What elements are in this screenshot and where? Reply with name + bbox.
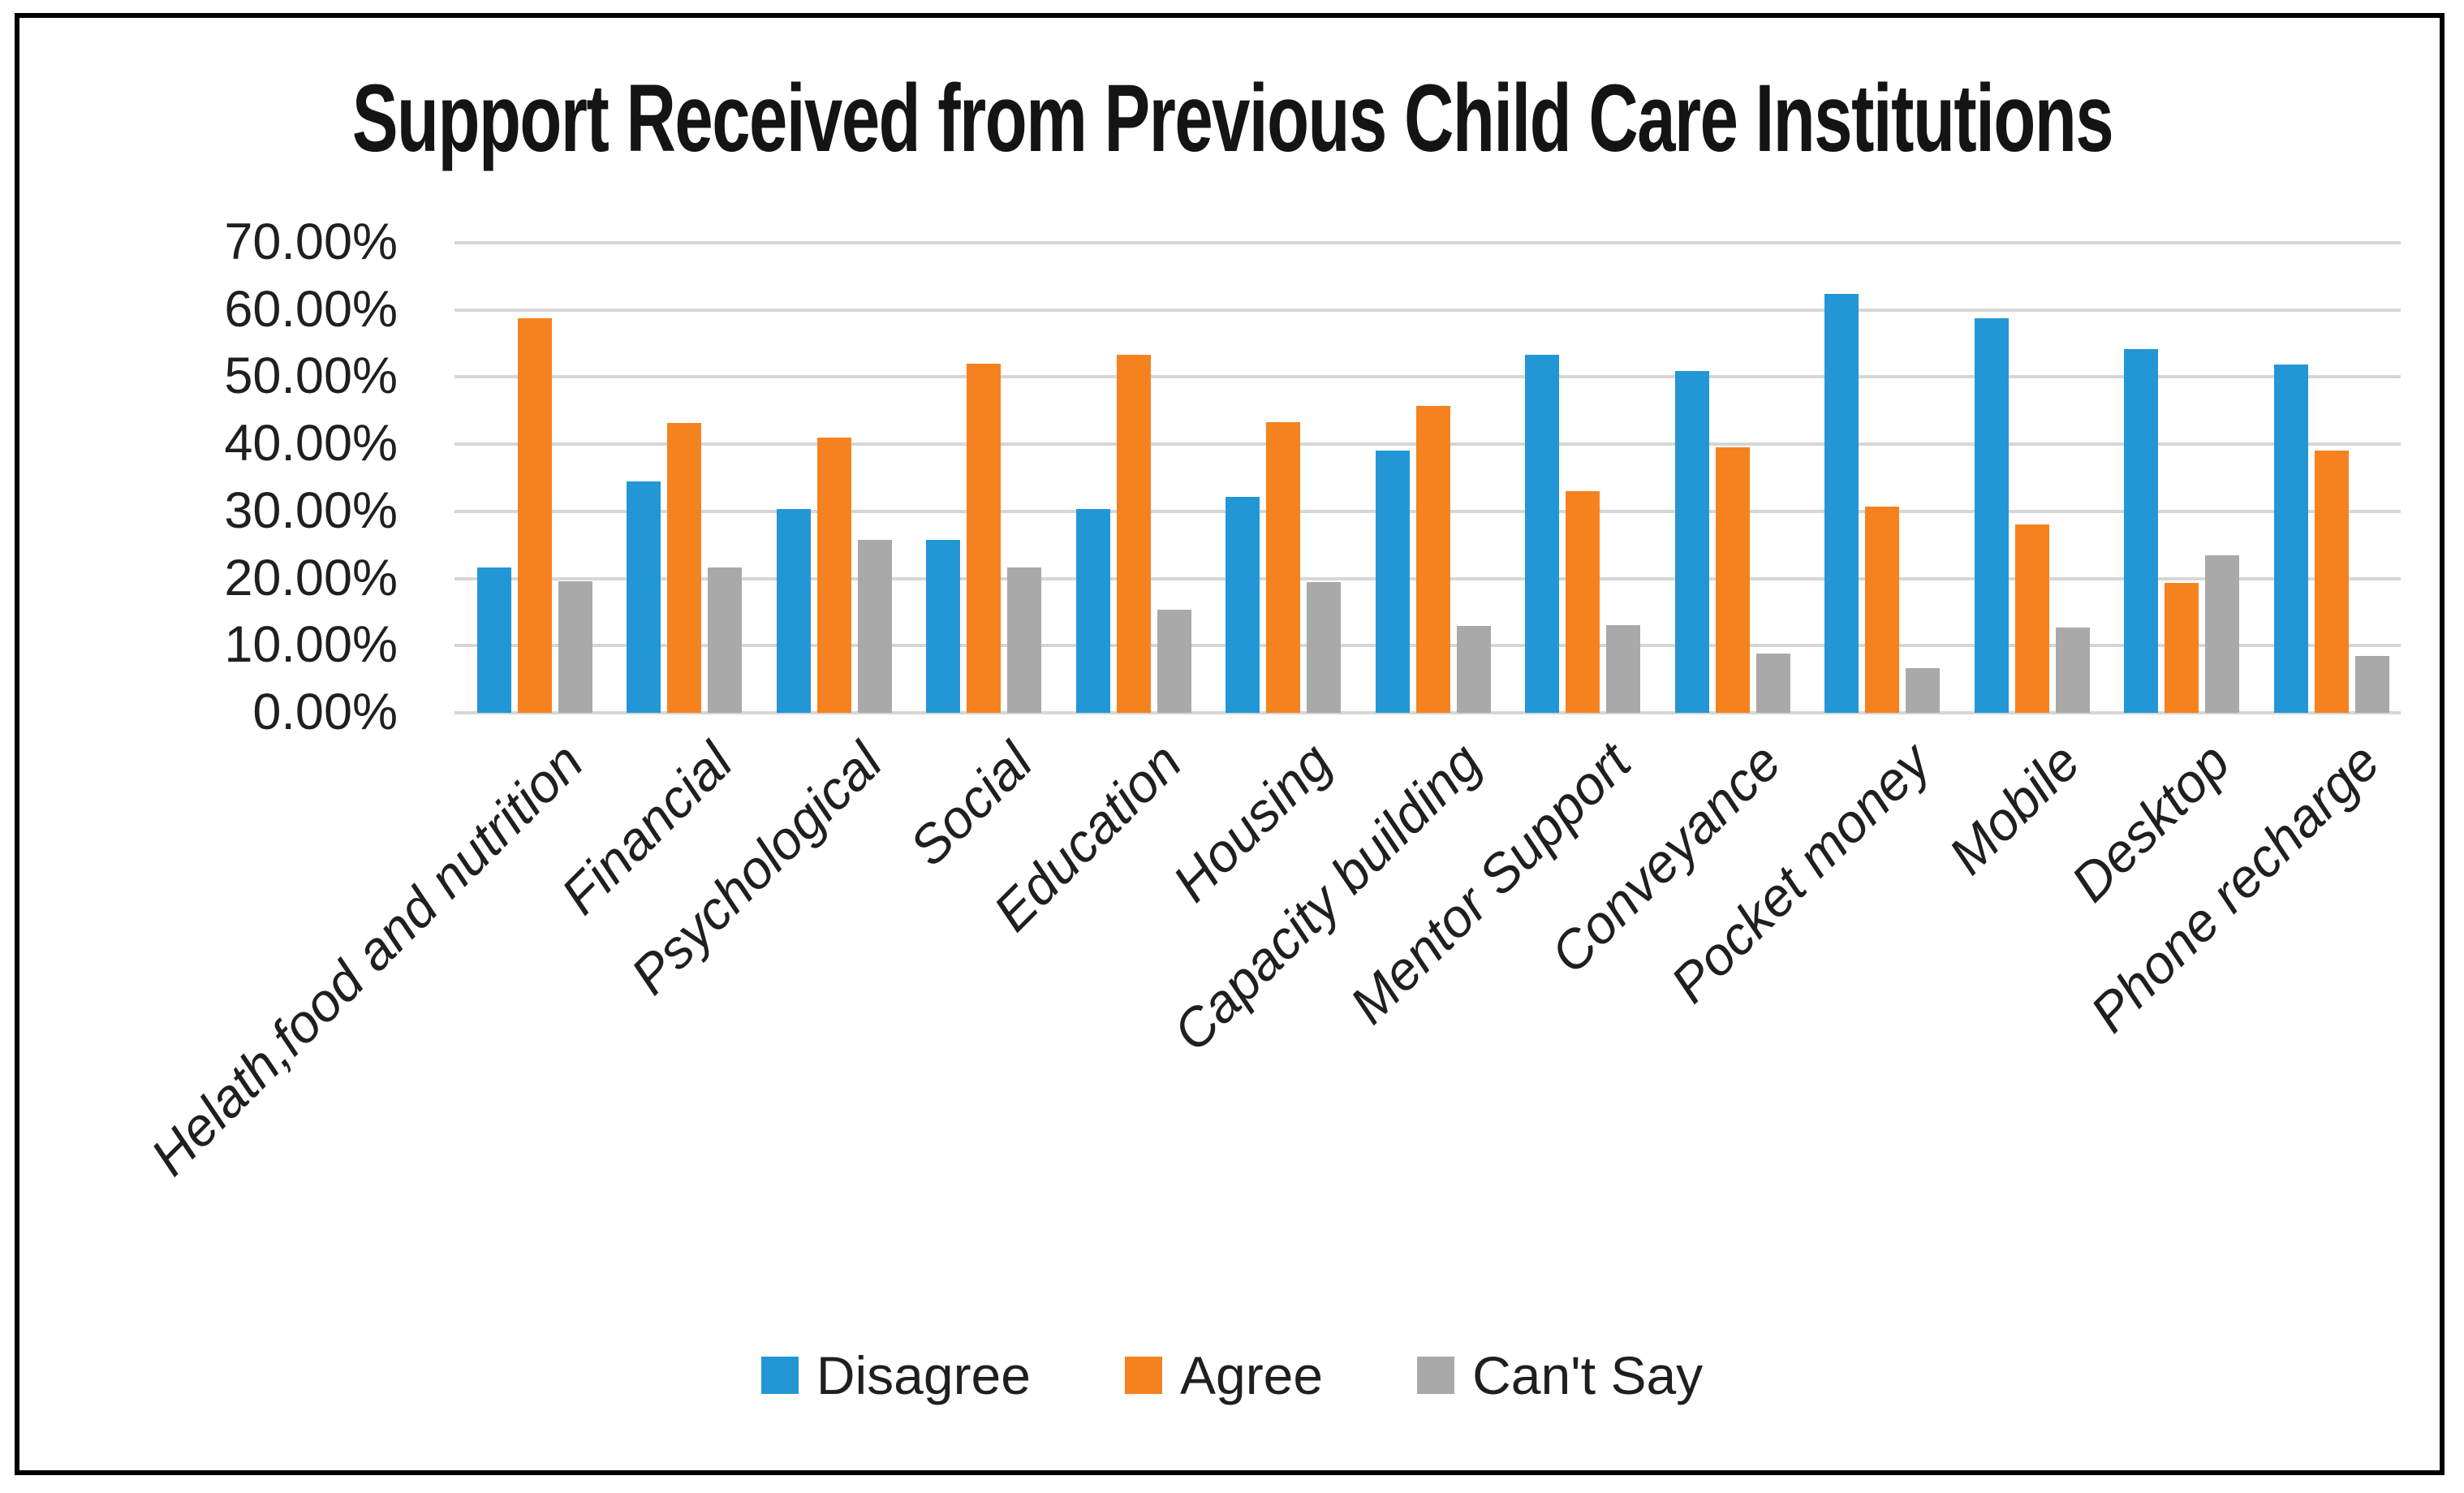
legend-label: Agree (1179, 1345, 1324, 1405)
bar-disagree-mentor-support (1525, 355, 1560, 713)
gridline-60 (454, 308, 2401, 312)
bar-can-t-say-mobile (2055, 627, 2090, 713)
bar-disagree-capacity-building (1375, 450, 1410, 713)
bar-can-t-say-conveyance (1755, 654, 1790, 713)
bar-agree-mentor-support (1566, 491, 1600, 713)
gridline-70 (454, 241, 2401, 244)
figure-border (15, 13, 2445, 1475)
legend-label: Can't Say (1472, 1345, 1704, 1405)
bar-disagree-education (1075, 508, 1110, 713)
bar-can-t-say-mentor-support (1606, 625, 1641, 713)
gridline-0 (454, 711, 2401, 714)
x-axis-label-text: Pocket money (1659, 731, 1942, 1014)
bar-disagree-helath-food-and-nutrition (477, 567, 511, 713)
bar-can-t-say-financial (708, 567, 743, 713)
bar-can-t-say-psychological (857, 539, 892, 713)
bar-agree-social (967, 363, 1002, 713)
bar-agree-desktop (2165, 582, 2199, 713)
legend-swatch-icon (760, 1357, 799, 1394)
bar-can-t-say-helath-food-and-nutrition (558, 580, 592, 713)
x-axis-label-text: Helath,food and nutrition (139, 731, 595, 1187)
bar-agree-capacity-building (1415, 405, 1450, 713)
bar-can-t-say-capacity-building (1456, 626, 1491, 713)
bar-agree-conveyance (1715, 447, 1750, 713)
y-axis-label-20: 20.00% (224, 549, 398, 606)
legend-swatch-icon (1124, 1357, 1162, 1394)
bar-agree-pocket-money (1865, 507, 1900, 713)
gridline-50 (454, 375, 2401, 379)
chart-title-text: Support Received from Previous Child Car… (351, 65, 2113, 172)
bar-can-t-say-desktop (2205, 554, 2240, 713)
bar-agree-psychological (816, 437, 851, 713)
legend-entry-disagree: Disagree (760, 1344, 1031, 1406)
bar-disagree-conveyance (1674, 370, 1709, 713)
bar-can-t-say-pocket-money (1906, 668, 1941, 713)
bar-disagree-desktop (2124, 348, 2159, 713)
bar-disagree-housing (1226, 496, 1260, 713)
bar-disagree-psychological (776, 508, 811, 713)
bar-disagree-financial (627, 481, 661, 713)
y-axis-label-70: 70.00% (224, 214, 398, 270)
bar-disagree-phone-recharge (2273, 364, 2308, 713)
bar-disagree-pocket-money (1824, 293, 1859, 713)
bar-agree-phone-recharge (2314, 451, 2349, 713)
bar-agree-helath-food-and-nutrition (518, 318, 552, 713)
y-axis-label-50: 50.00% (224, 347, 398, 405)
legend-entry-agree: Agree (1124, 1344, 1324, 1406)
bar-disagree-mobile (1974, 317, 2009, 713)
legend-label: Disagree (816, 1345, 1031, 1405)
chart-title: Support Received from Previous Child Car… (0, 63, 2464, 174)
y-axis-label-30: 30.00% (224, 481, 398, 539)
bar-disagree-social (926, 539, 961, 713)
bar-agree-education (1116, 355, 1151, 713)
bar-can-t-say-social (1007, 567, 1042, 713)
y-axis-label-0: 0.00% (252, 684, 398, 740)
bar-can-t-say-housing (1307, 581, 1342, 713)
bar-agree-financial (667, 422, 702, 713)
legend-entry-can-t-say: Can't Say (1417, 1344, 1703, 1406)
legend: Disagree Agree Can't Say (0, 1344, 2464, 1406)
x-axis-label-text: Social (897, 731, 1044, 878)
bar-agree-mobile (2014, 524, 2049, 713)
y-axis-label-40: 40.00% (224, 415, 398, 472)
y-axis-label-60: 60.00% (224, 280, 398, 338)
legend-swatch-icon (1417, 1357, 1455, 1394)
bar-can-t-say-education (1157, 610, 1191, 713)
bar-agree-housing (1266, 421, 1301, 713)
y-axis-label-10: 10.00% (224, 616, 398, 674)
bar-can-t-say-phone-recharge (2354, 655, 2389, 713)
